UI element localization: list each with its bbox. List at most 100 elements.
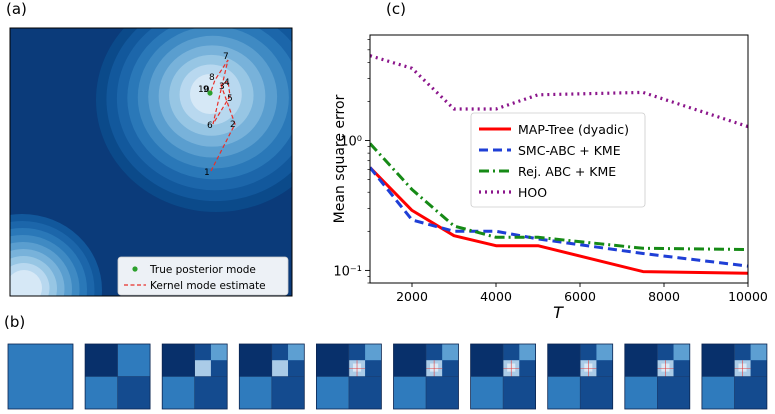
tile-cell [596,360,613,377]
legend-a-true-mode-marker [132,266,138,272]
panel-label-c: (c) [386,0,406,18]
path-step-label: 2 [230,120,236,130]
partition-tile-3 [161,343,228,410]
tile-cell [85,376,118,409]
tile-cell [85,344,118,377]
tile-cell [194,360,211,377]
tile-cell [288,344,305,361]
tile-frame [238,343,305,410]
tile-cell [519,360,536,377]
panel-a-frame [9,27,293,297]
legend-c: MAP-Tree (dyadic) SMC-ABC + KME Rej. ABC +… [470,112,646,208]
tile-cell [442,344,459,361]
tile-cell [348,376,382,409]
path-step-label: 7 [223,52,229,62]
tile-cell [547,344,581,377]
tile-cell [316,376,349,409]
path-step-label: 9 [203,85,209,95]
tile-cell [673,344,690,361]
y-axis-label: Mean square error [332,94,348,223]
tile-cell [271,376,305,409]
tile-cell [734,376,767,409]
tile-cell [657,344,674,361]
tile-cell [117,376,151,409]
tile-cell [194,344,211,361]
partition-tile-9 [624,343,691,410]
partition-tile-8 [547,343,614,410]
kernel-path-line [208,59,236,172]
tile-frame [84,343,151,410]
tile-frame [624,343,691,410]
y-tick-label: 10⁻¹ [333,264,362,279]
tile-cell [734,344,751,361]
tile-cell [503,376,536,409]
tile-cell [503,344,520,361]
legend-c-label-4: HOO [518,185,547,200]
tile-cell [194,376,228,409]
tile-cell [470,376,504,409]
partition-tile-6 [393,343,459,410]
tile-frame [315,343,382,410]
tile-frame [393,343,459,410]
x-tick-label: 6000 [564,289,596,304]
tile-cell [393,376,426,409]
x-tick-label: 2000 [396,289,428,304]
path-step-label: 5 [227,94,233,104]
tile-cell [624,376,658,409]
partition-tile-2 [84,343,151,410]
path-step-label: 3 [219,82,225,92]
partition-tile-10 [701,343,768,410]
legend-c-box [470,112,646,208]
path-step-label: 6 [207,121,213,131]
tile-cell [624,344,658,377]
error-chart: 2000 4000 6000 8000 10000 10⁻¹ 10⁰ T Mean squa… [332,34,768,322]
tile-cell [750,360,767,377]
partition-tile-7 [470,343,537,410]
contour-level-secondary [10,270,42,296]
tile-cell [162,344,195,377]
tile-cell [701,344,735,377]
tile-cell [750,344,767,361]
tile-cell [8,344,73,409]
path-step-label: 4 [224,78,230,88]
series-line-3 [370,142,748,251]
partition-tile-4 [238,343,305,410]
tile-cell [426,344,443,361]
legend-a-estimate-label: Kernel mode estimate [150,280,266,292]
legend-a-true-mode-label: True posterior mode [149,264,256,276]
legend-a-box [117,256,289,296]
series-lines [370,54,748,275]
x-tick-label: 10000 [728,289,768,304]
tile-cell [210,344,228,361]
tile-cell [348,344,366,361]
plot-frame [369,34,749,284]
x-tick-label: 4000 [480,289,512,304]
tile-cell [365,344,382,361]
tile-cell [239,376,272,409]
tile-cell [239,344,272,377]
tile-cell [393,344,426,377]
tile-frame [701,343,768,410]
tile-cell [519,344,536,361]
tile-cell [210,360,228,377]
partition-tiles [7,343,768,410]
x-tick-label: 8000 [648,289,680,304]
tile-cell [426,376,459,409]
tile-cell [288,360,305,377]
tile-cell [701,376,735,409]
tile-cell [365,360,382,377]
tile-cell [547,376,581,409]
path-step-label: 10 [198,85,210,95]
series-line-2 [370,166,748,268]
axes: 2000 4000 6000 8000 10000 10⁻¹ 10⁰ [333,39,768,304]
tile-cell [117,344,151,377]
tile-cell [470,344,504,377]
partition-tile-1 [7,343,74,410]
legend-c-label-1: MAP-Tree (dyadic) [518,122,629,137]
tile-cell [596,344,613,361]
tile-cell [442,360,459,377]
y-tick-label: 10⁰ [340,135,362,150]
